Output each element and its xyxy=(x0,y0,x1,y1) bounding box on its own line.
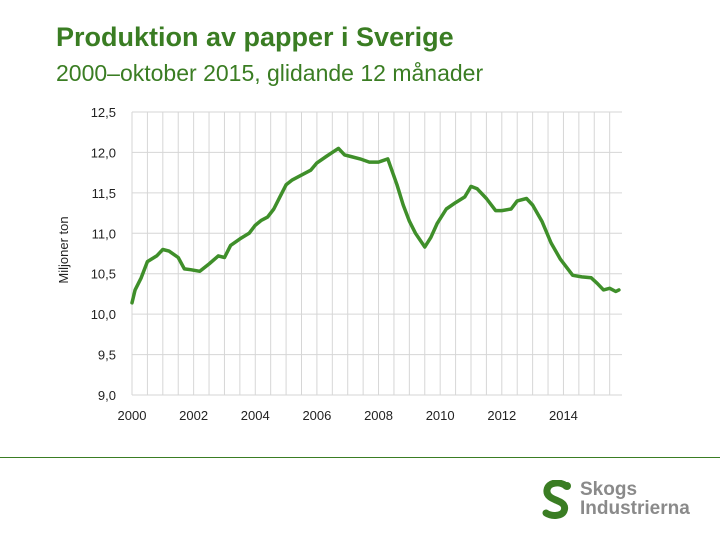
y-tick-label: 9,5 xyxy=(98,348,116,363)
y-tick-label: 11,0 xyxy=(92,226,116,241)
x-tick-label: 2010 xyxy=(426,408,455,423)
logo-text-line1: Skogs xyxy=(580,479,638,500)
y-axis-label: Miljoner ton xyxy=(56,216,71,283)
x-tick-label: 2002 xyxy=(179,408,208,423)
y-axis-ticks: 12,5 12,0 11,5 11,0 10,5 10,0 9,5 9,0 xyxy=(91,105,116,403)
series-layer xyxy=(130,146,621,305)
skogsindustrierna-s-icon xyxy=(542,480,571,519)
chart-title: Produktion av papper i Sverige xyxy=(56,22,454,52)
line-chart: 12,512,011,511,010,510,09,59,0 2000 2002 2… xyxy=(56,105,622,423)
y-tick-label: 9,0 xyxy=(98,388,116,403)
y-tick-label: 11,5 xyxy=(92,186,116,201)
grid-lines xyxy=(131,111,622,396)
y-tick-label: 12,5 xyxy=(91,105,116,120)
y-tick-label: 10,5 xyxy=(91,267,116,282)
footer-divider xyxy=(0,457,720,458)
x-tick-label: 2006 xyxy=(302,408,331,423)
x-tick-label: 2000 xyxy=(118,408,147,423)
x-tick-label: 2012 xyxy=(487,408,516,423)
x-tick-label: 2004 xyxy=(241,408,270,423)
logo-text-line2: Industrierna xyxy=(580,498,690,519)
x-tick-label: 2014 xyxy=(549,408,578,423)
skogsindustrierna-logo: Skogs Industrierna xyxy=(540,478,700,524)
x-tick-label: 2008 xyxy=(364,408,393,423)
x-axis-ticks: 2000 2002 2004 2006 2008 2010 2012 2014 xyxy=(118,408,578,423)
y-tick-label: 10,0 xyxy=(91,307,116,322)
series-line xyxy=(130,146,621,305)
chart-subtitle: 2000–oktober 2015, glidande 12 månader xyxy=(56,60,484,86)
y-tick-label: 12,0 xyxy=(91,145,116,160)
